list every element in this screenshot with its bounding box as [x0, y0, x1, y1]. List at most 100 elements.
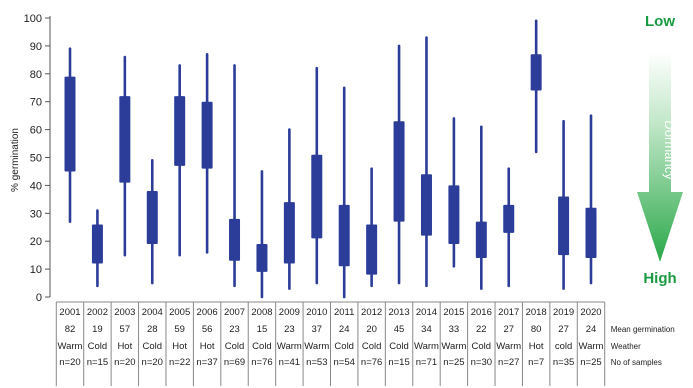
table-cell: n=15 [388, 357, 409, 368]
table-cell: n=20 [142, 357, 163, 368]
y-tick-label: 80 [30, 69, 42, 81]
box-body [366, 224, 378, 275]
box-2014 [420, 36, 432, 288]
x-tick-label: 2012 [361, 307, 382, 318]
box-body [174, 96, 186, 166]
x-tick-label: 2010 [306, 307, 327, 318]
table-cell: n=22 [169, 357, 190, 368]
table-cell: 23 [284, 324, 295, 335]
box-2001 [64, 47, 76, 223]
table-cell: 37 [312, 324, 323, 335]
box-2006 [201, 52, 213, 254]
table-cell: 28 [147, 324, 158, 335]
y-tick-label: 20 [30, 236, 42, 248]
box-body [91, 224, 103, 264]
x-tick-label: 2018 [526, 307, 547, 318]
box-2019 [558, 119, 570, 290]
table-cell: Cold [362, 341, 382, 352]
x-tick-label: 2003 [114, 307, 135, 318]
box-2015 [448, 117, 460, 268]
y-axis-label: % germination [10, 128, 21, 192]
box-body [146, 190, 158, 244]
box-body [530, 54, 542, 91]
table-cell: 34 [421, 324, 432, 335]
table-cell: 57 [120, 324, 131, 335]
table-cell: 45 [394, 324, 405, 335]
table-cell: n=69 [224, 357, 245, 368]
table-cell: Cold [334, 341, 354, 352]
y-tick-label: 30 [30, 208, 42, 220]
box-body [201, 101, 213, 169]
dormancy-indicator: Low Dormancy High [637, 13, 683, 287]
table-cell: n=37 [196, 357, 217, 368]
box-2016 [475, 125, 487, 290]
x-tick-label: 2016 [471, 307, 492, 318]
table-cell: n=71 [416, 357, 437, 368]
box-body [393, 121, 405, 222]
table-cell: n=20 [59, 357, 80, 368]
table-cell: 33 [449, 324, 460, 335]
table-cell: Cold [88, 341, 108, 352]
table-cell: 56 [202, 324, 213, 335]
table-cell: 27 [558, 324, 569, 335]
y-tick-label: 10 [30, 264, 42, 276]
dormancy-low-label: Low [645, 13, 675, 30]
table-cell: n=30 [471, 357, 492, 368]
table-cell: n=76 [251, 357, 272, 368]
x-tick-label: 2002 [87, 307, 108, 318]
table-cell: Hot [117, 341, 132, 352]
box-2010 [311, 66, 323, 285]
table-row-label: Mean germination [611, 325, 675, 334]
box-2017 [503, 167, 515, 288]
x-tick-label: 2011 [334, 307, 354, 318]
box-2003 [119, 55, 131, 257]
x-tick-label: 2020 [580, 307, 601, 318]
table-cell: Hot [200, 341, 215, 352]
table-cell: Warm [58, 341, 83, 352]
table-cell: n=7 [528, 357, 544, 368]
x-tick-label: 2004 [142, 307, 163, 318]
table-cell: n=27 [498, 357, 519, 368]
y-tick-label: 100 [24, 13, 42, 25]
table-cell: Warm [277, 341, 302, 352]
x-tick-label: 2001 [59, 307, 80, 318]
box-body [420, 174, 432, 236]
table-cell: 24 [586, 324, 597, 335]
table-cell: n=54 [334, 357, 355, 368]
table-cell: Warm [414, 341, 439, 352]
box-2011 [338, 86, 350, 299]
box-2005 [174, 64, 186, 257]
box-2012 [366, 167, 378, 288]
table-cell: Warm [304, 341, 329, 352]
table-cell: 20 [366, 324, 377, 335]
box-body [503, 204, 515, 233]
table-cell: Cold [252, 341, 272, 352]
y-tick-label: 50 [30, 153, 42, 165]
box-body [448, 185, 460, 244]
box-series [64, 19, 597, 299]
x-tick-label: 2015 [443, 307, 464, 318]
table-cell: n=53 [306, 357, 327, 368]
table-cell: 82 [65, 324, 76, 335]
box-body [558, 196, 570, 256]
box-body [475, 221, 487, 258]
box-2002 [91, 209, 103, 288]
box-2008 [256, 170, 268, 299]
box-body [256, 243, 268, 272]
y-tick-label: 60 [30, 125, 42, 137]
table-cell: Hot [172, 341, 187, 352]
y-tick-label: 40 [30, 180, 42, 192]
box-body [311, 154, 323, 239]
box-2020 [585, 114, 597, 285]
table-cell: 59 [174, 324, 185, 335]
table-cell: Hot [529, 341, 544, 352]
box-body [119, 96, 131, 183]
dormancy-arrow-shape [637, 52, 683, 262]
table-cell: n=20 [114, 357, 135, 368]
box-2007 [229, 64, 241, 288]
box-2013 [393, 44, 405, 285]
table-cell: cold [555, 341, 572, 352]
box-body [64, 76, 76, 172]
x-tick-label: 2006 [197, 307, 218, 318]
